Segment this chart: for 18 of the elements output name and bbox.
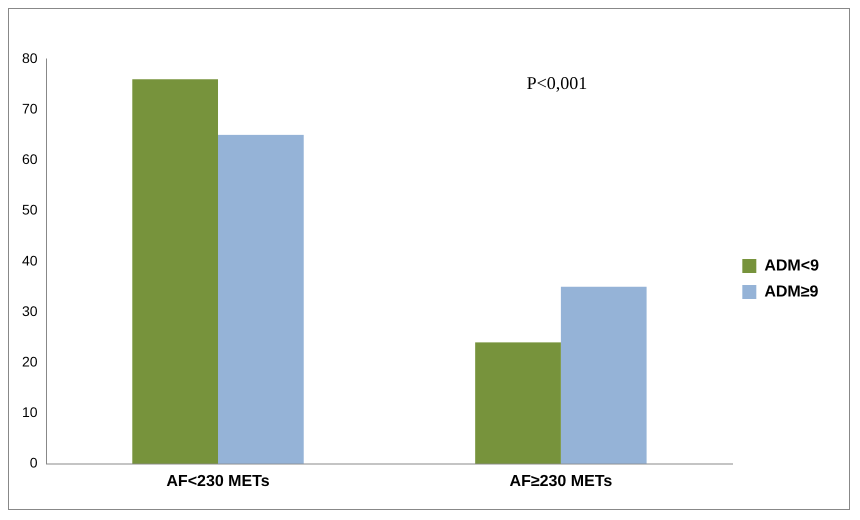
x-tick-label: AF≥230 METs xyxy=(510,472,612,490)
y-tick-label: 40 xyxy=(22,252,38,268)
y-tick-label: 0 xyxy=(30,454,38,471)
y-tick-label: 60 xyxy=(22,151,38,168)
legend-label: ADM≥9 xyxy=(764,283,819,300)
x-tick-label: AF<230 METs xyxy=(166,472,270,490)
legend-label: ADM<9 xyxy=(764,257,820,274)
annotation: P<0,001 xyxy=(526,73,588,93)
bar xyxy=(218,134,304,464)
y-tick-label: 10 xyxy=(22,404,38,420)
y-tick-label: 30 xyxy=(22,302,38,319)
y-tick-label: 80 xyxy=(22,50,38,66)
y-tick-label: 20 xyxy=(22,353,38,370)
bar xyxy=(475,342,561,464)
y-tick-label: 70 xyxy=(22,100,38,116)
y-tick-label: 50 xyxy=(22,202,38,218)
bar xyxy=(560,286,647,464)
bar xyxy=(132,79,218,464)
